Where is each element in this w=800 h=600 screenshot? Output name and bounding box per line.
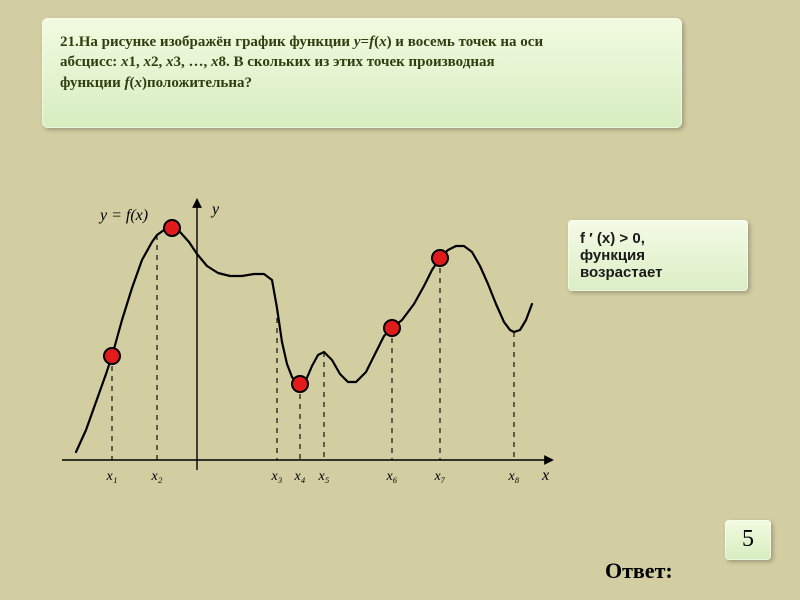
y-axis-label: y: [210, 201, 220, 218]
hl-x2: [164, 220, 180, 236]
q-n1: 1,: [129, 54, 144, 70]
func-label: y = f(x): [98, 207, 148, 224]
q-p2: ) и восемь точек на оси: [387, 34, 544, 50]
q-l1-a: 21.На рисунке изображён график функции: [60, 34, 354, 50]
q-l3-a: функции: [60, 75, 124, 91]
xlabel-x1: x₁: [105, 469, 117, 484]
x-axis-label: x: [541, 467, 549, 484]
chart: x₁ x₂ x₃ x₄ x₅ x₆ x₇ x₈ y = f(x) y x: [52, 180, 562, 520]
xlabel-x4: x₄: [293, 469, 305, 484]
q-x1: x: [121, 54, 129, 70]
xlabel-x3: x₃: [270, 469, 282, 484]
hint-line2: функция: [580, 247, 736, 264]
xlabel-x6: x₆: [385, 469, 397, 484]
xlabel-x2: x₂: [150, 469, 162, 484]
q-x: x: [379, 34, 387, 50]
chart-svg: x₁ x₂ x₃ x₄ x₅ x₆ x₇ x₈ y = f(x) y x: [52, 180, 562, 520]
q-p3b: )положительна?: [142, 75, 252, 91]
q-x-3: x: [134, 75, 142, 91]
hint-box: f ′ (x) > 0, функция возрастает: [568, 220, 748, 291]
q-y: y: [354, 34, 361, 50]
hl-x1: [104, 348, 120, 364]
hl-x7: [432, 250, 448, 266]
q-n8: 8. В скольких из этих точек производная: [219, 54, 495, 70]
q-x8: x: [211, 54, 219, 70]
question-box: 21.На рисунке изображён график функции y…: [42, 18, 682, 128]
hint-line3: возрастает: [580, 264, 736, 281]
q-x3: x: [166, 54, 174, 70]
xlabel-x8: x₈: [507, 469, 519, 484]
q-n2: 2,: [151, 54, 166, 70]
question-text: 21.На рисунке изображён график функции y…: [60, 32, 664, 93]
q-x2: x: [144, 54, 152, 70]
q-l2-a: абсцисс:: [60, 54, 121, 70]
hint-line1: f ′ (x) > 0,: [580, 230, 736, 247]
answer-value: 5: [742, 526, 754, 552]
q-n3: 3, …,: [174, 54, 212, 70]
answer-box: 5: [725, 520, 771, 560]
answer-label: Ответ:: [605, 558, 673, 584]
hl-x4: [292, 376, 308, 392]
q-eq: =: [361, 34, 370, 50]
xlabel-x5: x₅: [317, 469, 329, 484]
hl-x6: [384, 320, 400, 336]
xlabel-x7: x₇: [433, 469, 445, 484]
function-curve: [76, 228, 532, 452]
